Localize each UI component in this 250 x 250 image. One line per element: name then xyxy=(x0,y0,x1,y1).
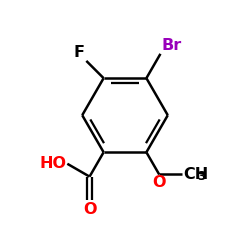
Text: F: F xyxy=(74,45,85,60)
Text: 3: 3 xyxy=(197,170,205,183)
Text: O: O xyxy=(152,175,166,190)
Text: HO: HO xyxy=(39,156,66,171)
Text: Br: Br xyxy=(162,38,182,53)
Text: O: O xyxy=(83,202,96,217)
Text: CH: CH xyxy=(183,167,208,182)
